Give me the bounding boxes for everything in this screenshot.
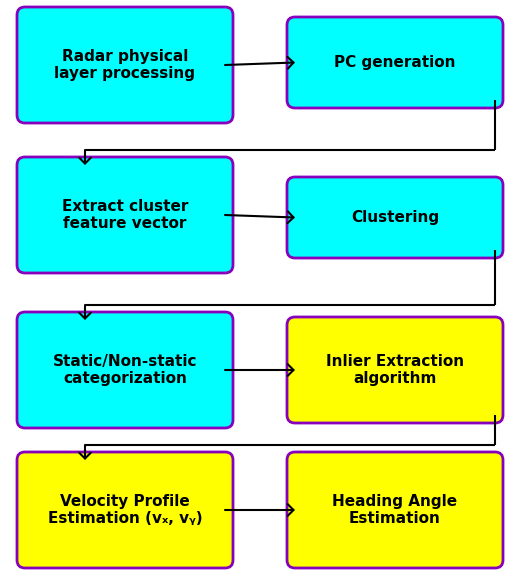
Text: Clustering: Clustering [351, 210, 439, 225]
Text: Velocity Profile
Estimation (vₓ, vᵧ): Velocity Profile Estimation (vₓ, vᵧ) [48, 494, 202, 526]
FancyBboxPatch shape [287, 17, 503, 108]
Text: Inlier Extraction
algorithm: Inlier Extraction algorithm [326, 354, 464, 386]
Text: Radar physical
layer processing: Radar physical layer processing [54, 49, 195, 81]
FancyBboxPatch shape [17, 452, 233, 568]
FancyBboxPatch shape [287, 317, 503, 423]
FancyBboxPatch shape [17, 312, 233, 428]
Text: PC generation: PC generation [334, 55, 456, 70]
FancyBboxPatch shape [287, 177, 503, 258]
FancyBboxPatch shape [287, 452, 503, 568]
FancyBboxPatch shape [17, 157, 233, 273]
Text: Static/Non-static
categorization: Static/Non-static categorization [53, 354, 197, 386]
Text: Extract cluster
feature vector: Extract cluster feature vector [62, 199, 188, 231]
Text: Heading Angle
Estimation: Heading Angle Estimation [332, 494, 458, 526]
FancyBboxPatch shape [17, 7, 233, 123]
